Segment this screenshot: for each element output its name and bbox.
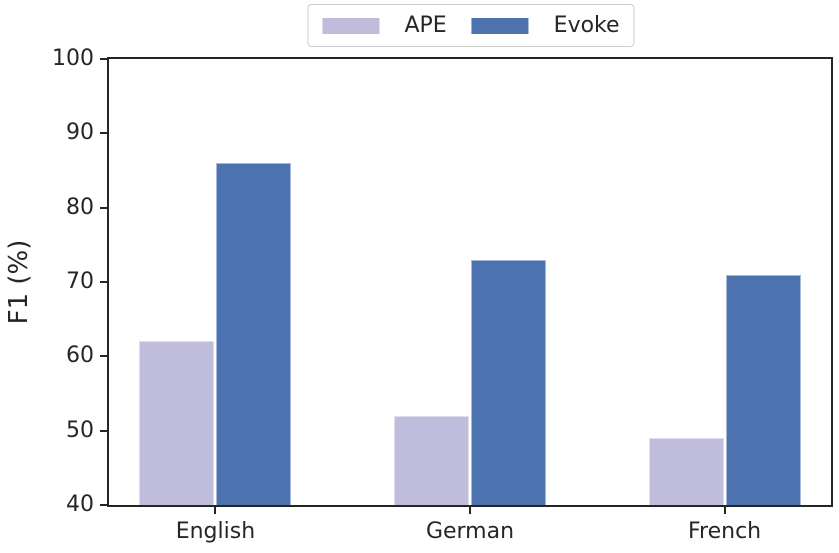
legend-label-evoke: Evoke	[553, 13, 620, 38]
y-tick-mark	[100, 429, 107, 432]
x-tick-label: French	[687, 519, 762, 544]
y-tick-mark	[100, 58, 107, 60]
y-tick-label: 40	[66, 492, 94, 517]
y-tick-label: 100	[52, 46, 94, 71]
y-tick-label: 90	[66, 120, 94, 146]
y-tick-label: 50	[66, 417, 94, 443]
bar-evoke-french	[725, 274, 801, 505]
x-tick-mark	[214, 507, 217, 514]
bar-ape-english	[139, 341, 215, 505]
y-tick-mark	[100, 504, 107, 506]
y-tick-label: 80	[66, 194, 94, 220]
x-tick-mark	[723, 507, 726, 514]
bar-evoke-english	[216, 163, 292, 505]
y-tick-mark	[100, 206, 107, 209]
bar-ape-french	[648, 438, 724, 505]
y-axis-label: F1 (%)	[4, 239, 34, 325]
bar-ape-german	[394, 415, 469, 505]
legend-entry-evoke: Evoke	[471, 13, 620, 38]
x-tick-label: German	[425, 519, 515, 544]
y-tick-label: 70	[66, 269, 94, 294]
legend-label-ape: APE	[404, 13, 447, 38]
x-tick-mark	[469, 507, 471, 514]
bar-evoke-german	[471, 259, 546, 505]
y-tick-mark	[100, 281, 107, 283]
plot-area: 40 50 60 70 80 90 100 English German French	[52, 48, 833, 544]
y-tick-mark	[100, 355, 107, 358]
x-tick-label: English	[175, 519, 256, 544]
y-tick-label: 60	[66, 343, 94, 369]
legend: APE Evoke	[307, 4, 635, 48]
y-tick-mark	[100, 132, 107, 135]
legend-swatch-evoke	[471, 17, 529, 34]
legend-entry-ape: APE	[322, 13, 447, 38]
legend-swatch-ape	[322, 17, 380, 34]
